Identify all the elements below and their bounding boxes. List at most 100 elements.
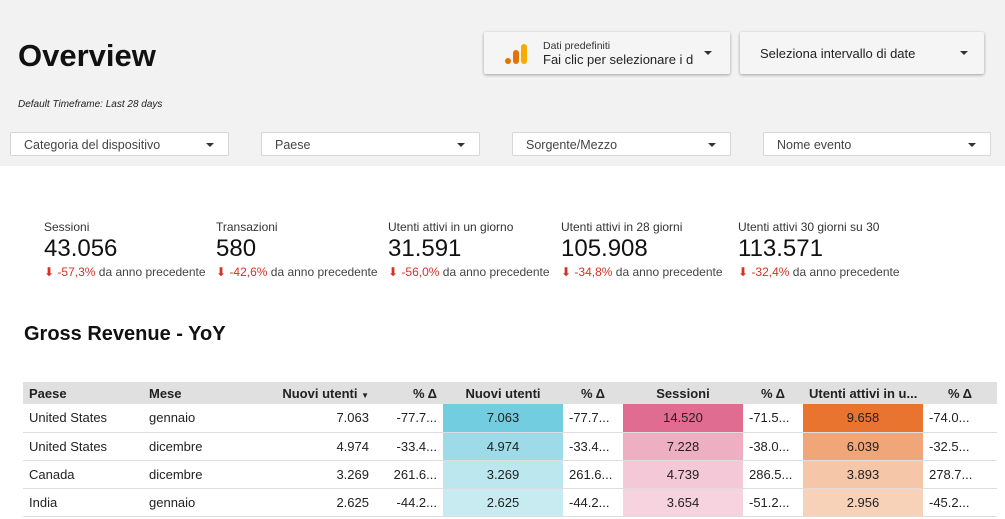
arrow-down-icon: ⬇: [388, 265, 399, 279]
column-header-label: Paese: [29, 385, 67, 401]
column-header[interactable]: Mese: [143, 382, 250, 404]
table-cell: 3.269: [443, 460, 563, 489]
table-cell: -45.2...: [923, 488, 997, 517]
analytics-bars-icon: [505, 44, 527, 64]
filter-dropdown[interactable]: Sorgente/Mezzo: [512, 132, 731, 156]
table-cell: -51.2...: [743, 488, 803, 517]
table-cell: -33.4...: [563, 432, 623, 461]
data-source-selector[interactable]: Dati predefiniti Fai clic per selezionar…: [484, 32, 730, 74]
caret-down-icon: [708, 143, 716, 147]
table-cell: 278.7...: [923, 460, 997, 489]
caret-down-icon: [704, 51, 712, 55]
table-cell: -77.7...: [563, 404, 623, 433]
kpi-delta: -57,3%: [57, 265, 96, 279]
table-cell: 7.228: [623, 432, 743, 461]
kpi-value: 580: [216, 235, 257, 262]
column-header-label: % Δ: [760, 385, 786, 401]
kpi-delta: -42,6%: [229, 265, 268, 279]
table-row: United States dicembre 4.974 -33.4... 4.974-…: [23, 432, 997, 461]
kpi-scorecard: Transazioni 580 ⬇ -42,6% da anno precedent…: [216, 220, 378, 279]
kpi-scorecard: Utenti attivi in un giorno 31.591 ⬇ -56,0%…: [388, 220, 550, 279]
kpi-delta: -56,0%: [401, 265, 440, 279]
table-cell: 14.520: [623, 404, 743, 433]
kpi-label: Utenti attivi 30 giorni su 30: [738, 220, 880, 234]
column-header[interactable]: Nuovi utenti ▼: [250, 382, 375, 404]
kpi-delta-suffix: da anno precedente: [792, 265, 900, 279]
filter-dropdown[interactable]: Paese: [261, 132, 480, 156]
filter-label: Paese: [275, 138, 311, 152]
kpi-delta: -34,8%: [574, 265, 613, 279]
table-row: Canada dicembre 3.269 261.6... 3.269 261.6...…: [23, 460, 997, 489]
caret-down-icon: [960, 51, 968, 55]
filter-label: Categoria del dispositivo: [24, 138, 161, 152]
table-cell: United States: [23, 404, 143, 433]
table-cell: gennaio: [143, 488, 250, 517]
filter-dropdown[interactable]: Categoria del dispositivo: [10, 132, 229, 156]
column-header-label: % Δ: [412, 385, 437, 401]
date-range-label: Seleziona intervallo di date: [760, 46, 916, 61]
kpi-scorecard: Utenti attivi in 28 giorni 105.908 ⬇ -34,8…: [561, 220, 723, 279]
table-cell: -74.0...: [923, 404, 997, 433]
column-header[interactable]: Sessioni: [623, 382, 743, 404]
kpi-delta-suffix: da anno precedente: [615, 265, 723, 279]
column-header[interactable]: % Δ: [563, 382, 623, 404]
caret-down-icon: [206, 143, 214, 147]
table-cell: 3.269: [250, 460, 375, 489]
page-title: Overview: [18, 38, 156, 73]
table-cell: dicembre: [143, 460, 250, 489]
table-cell: India: [23, 488, 143, 517]
kpi-value: 105.908: [561, 235, 648, 262]
table-cell: 2.625: [250, 488, 375, 517]
table-cell: -44.2...: [563, 488, 623, 517]
filter-dropdown[interactable]: Nome evento: [763, 132, 991, 156]
table-cell: 4.974: [250, 432, 375, 461]
table-title: Gross Revenue - YoY: [24, 323, 226, 345]
arrow-down-icon: ⬇: [738, 265, 749, 279]
kpi-delta-suffix: da anno precedente: [270, 265, 378, 279]
table-cell: United States: [23, 432, 143, 461]
table-cell: -44.2...: [375, 488, 443, 517]
column-header[interactable]: % Δ: [743, 382, 803, 404]
table-cell: 261.6...: [563, 460, 623, 489]
column-header-label: Nuovi utenti: [282, 385, 358, 401]
table-cell: 286.5...: [743, 460, 803, 489]
kpi-delta: -32,4%: [751, 265, 790, 279]
table-cell: 4.974: [443, 432, 563, 461]
column-header-label: Sessioni: [656, 385, 710, 401]
table-cell: -77.7...: [375, 404, 443, 433]
table-cell: 3.893: [803, 460, 923, 489]
column-header[interactable]: % Δ: [923, 382, 997, 404]
column-header[interactable]: Nuovi utenti: [443, 382, 563, 404]
column-header[interactable]: Utenti attivi in u...: [803, 382, 923, 404]
table-cell: -71.5...: [743, 404, 803, 433]
table-cell: gennaio: [143, 404, 250, 433]
kpi-label: Sessioni: [44, 220, 90, 234]
column-header-label: Nuovi utenti: [465, 385, 541, 401]
table-row: India gennaio 2.625 -44.2... 2.625 -44.2... 3.…: [23, 488, 997, 517]
arrow-down-icon: ⬇: [216, 265, 227, 279]
table-cell: -33.4...: [375, 432, 443, 461]
column-header-label: Utenti attivi in u...: [809, 385, 918, 401]
kpi-label: Utenti attivi in 28 giorni: [561, 220, 683, 234]
table-cell: dicembre: [143, 432, 250, 461]
kpi-value: 31.591: [388, 235, 462, 262]
table-cell: 3.654: [623, 488, 743, 517]
table-cell: 7.063: [443, 404, 563, 433]
sort-desc-icon: ▼: [361, 390, 369, 400]
arrow-down-icon: ⬇: [561, 265, 572, 279]
column-header[interactable]: % Δ: [375, 382, 443, 404]
table-cell: 4.739: [623, 460, 743, 489]
column-header[interactable]: Paese: [23, 382, 143, 404]
kpi-scorecard: Sessioni 43.056 ⬇ -57,3% da anno precedent…: [44, 220, 206, 279]
table-cell: 7.063: [250, 404, 375, 433]
timeframe-note: Default Timeframe: Last 28 days: [18, 99, 163, 110]
kpi-scorecard: Utenti attivi 30 giorni su 30 113.571 ⬇ -3…: [738, 220, 900, 279]
table-cell: 2.625: [443, 488, 563, 517]
kpi-label: Utenti attivi in un giorno: [388, 220, 514, 234]
date-range-selector[interactable]: Seleziona intervallo di date: [740, 32, 984, 74]
column-header-label: % Δ: [580, 385, 606, 401]
arrow-down-icon: ⬇: [44, 265, 55, 279]
kpi-value: 113.571: [738, 235, 823, 262]
caret-down-icon: [457, 143, 465, 147]
data-source-label: Dati predefiniti: [543, 40, 611, 52]
